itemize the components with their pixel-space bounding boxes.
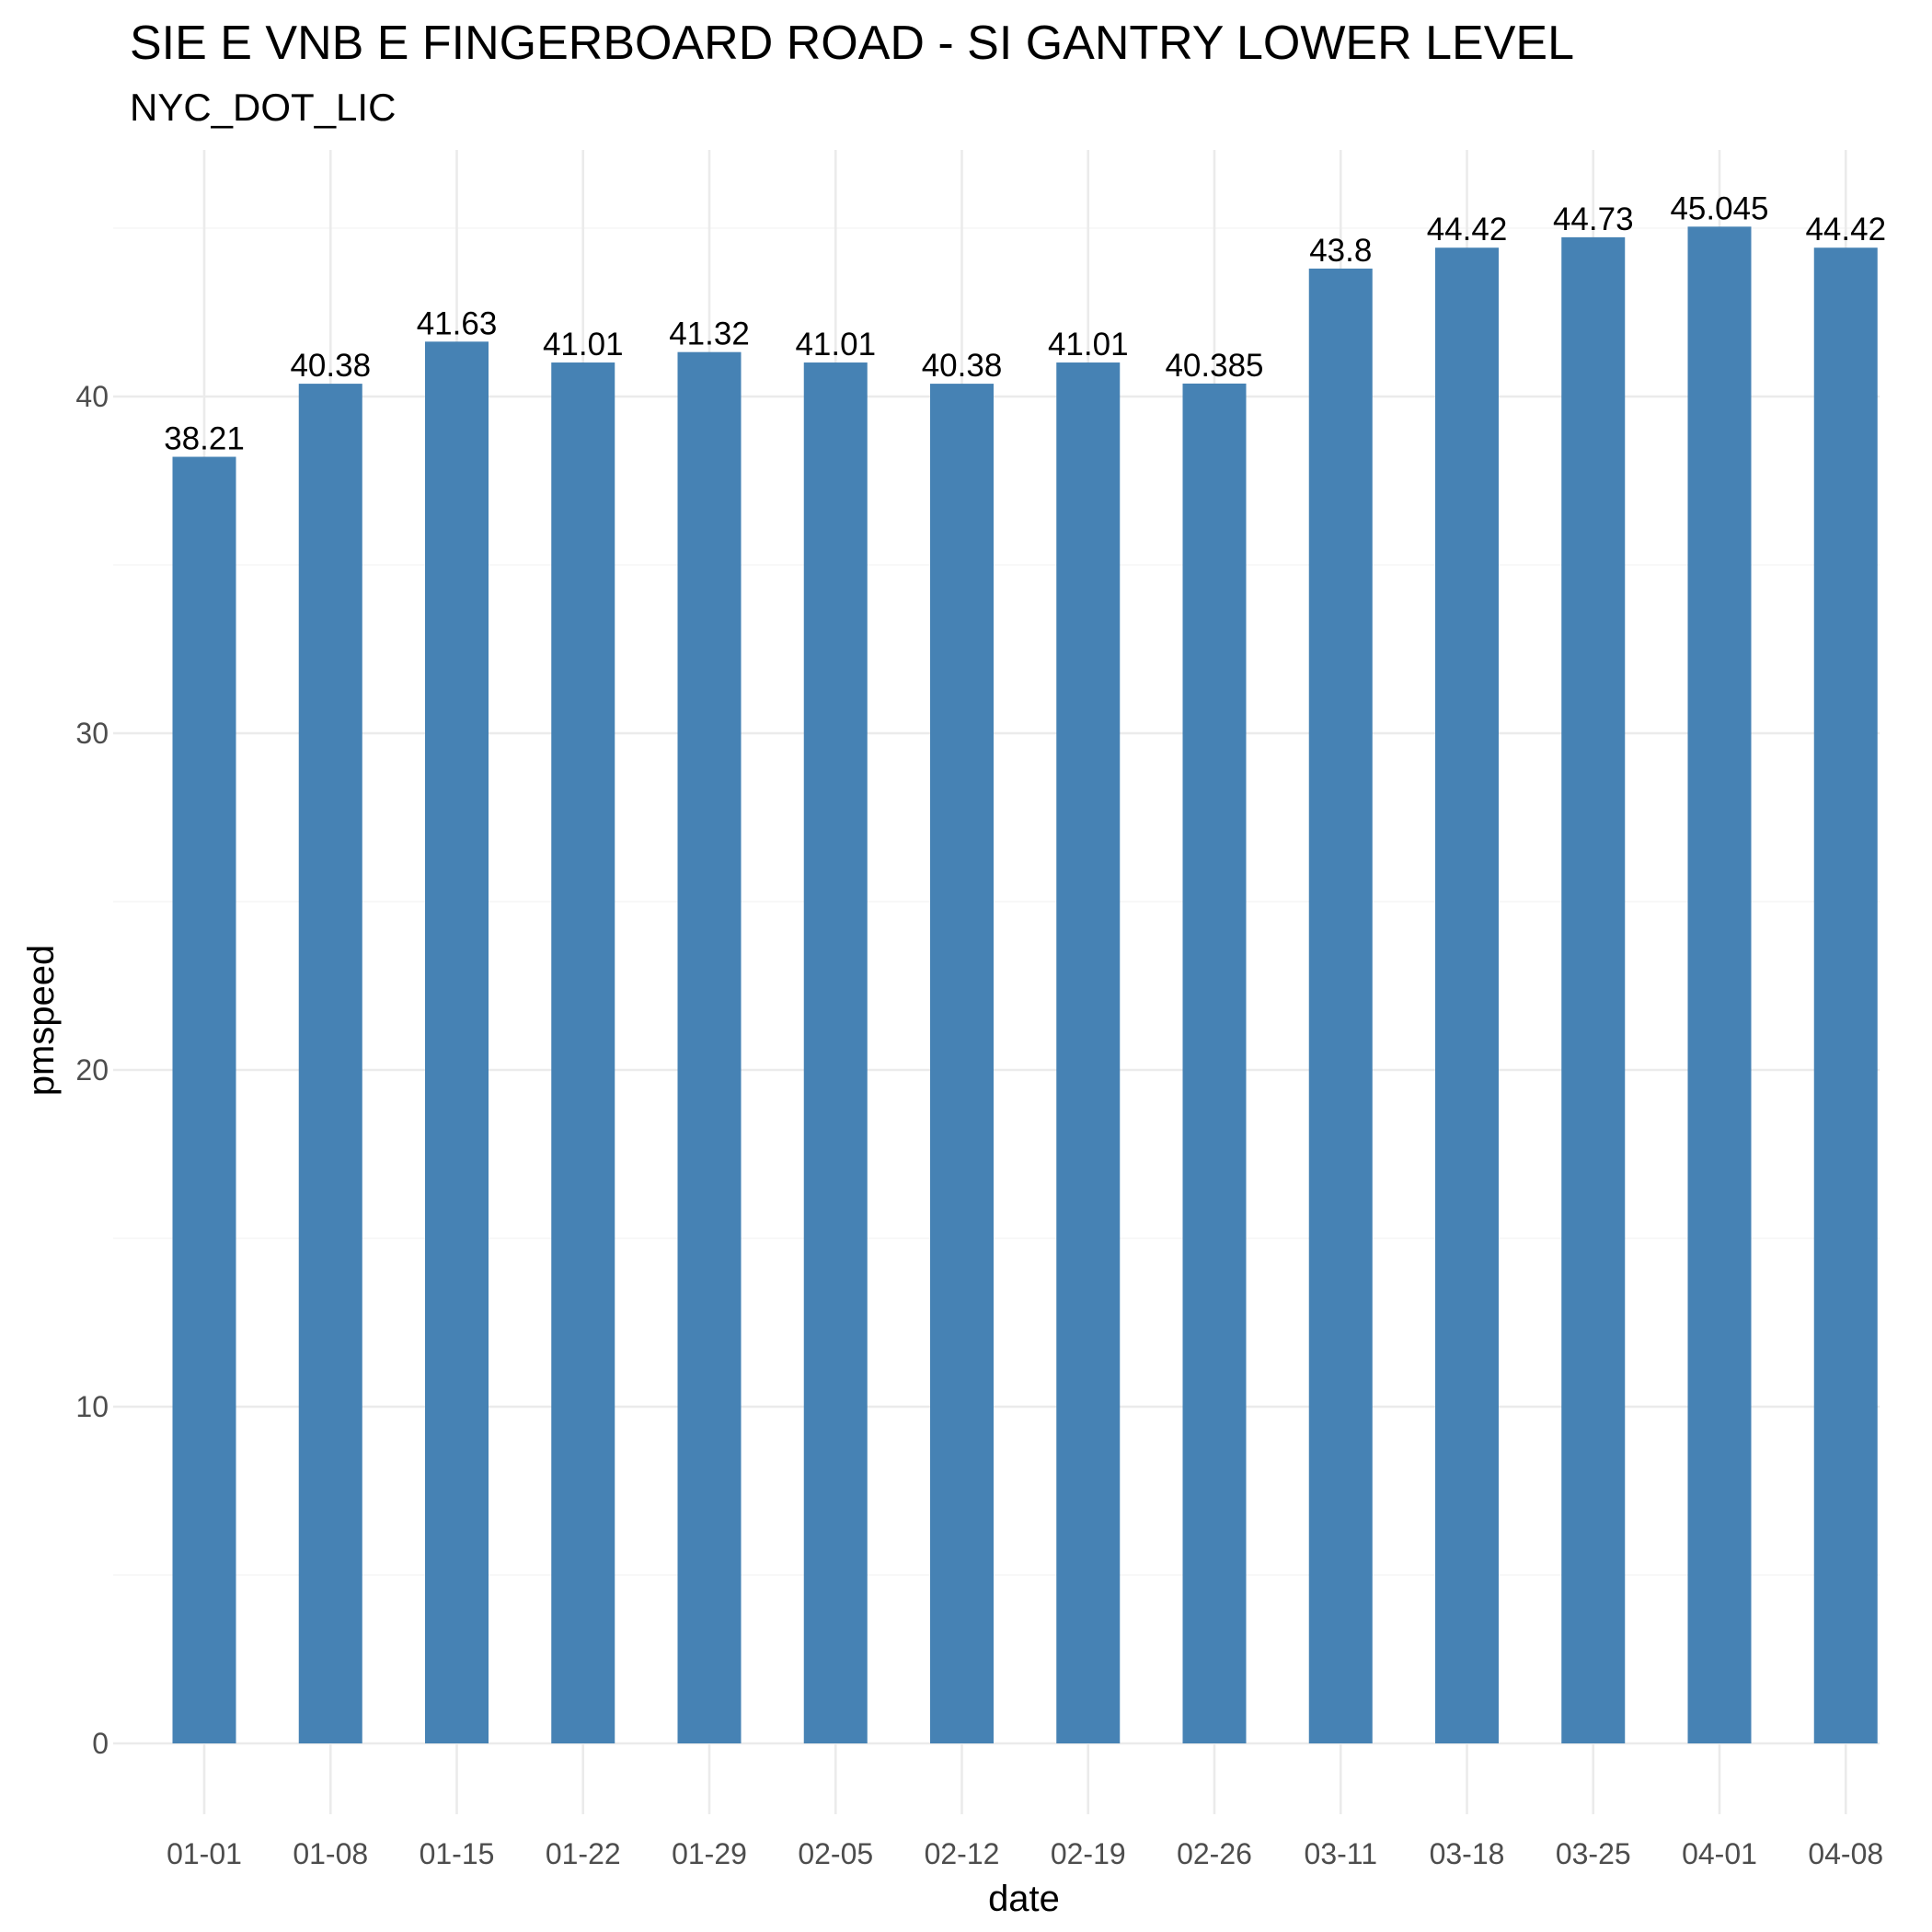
bar	[803, 362, 868, 1744]
bar-value-label: 45.045	[1670, 190, 1768, 226]
bar-value-label: 41.32	[669, 316, 750, 352]
bar	[298, 384, 362, 1743]
bar-value-label: 41.01	[795, 327, 876, 362]
bar-value-label: 40.385	[1165, 348, 1263, 384]
x-tick-label: 03-25	[1556, 1837, 1631, 1870]
y-ticks: 0 10 20 30 40	[75, 380, 109, 1760]
x-tick-label: 03-18	[1430, 1837, 1505, 1870]
bar-value-label: 40.38	[290, 348, 371, 384]
bar-value-label: 38.21	[164, 421, 245, 457]
bar-value-label: 41.63	[417, 305, 498, 341]
bar	[1561, 236, 1626, 1744]
x-tick-label: 01-29	[672, 1837, 747, 1870]
bar-value-label: 41.01	[1048, 327, 1129, 362]
x-tick-label: 02-05	[798, 1837, 873, 1870]
bar-value-label: 44.73	[1553, 201, 1634, 237]
chart-subtitle: NYC_DOT_LIC	[130, 86, 396, 129]
x-tick-label: 03-11	[1305, 1837, 1377, 1870]
bar-value-label: 44.42	[1427, 212, 1508, 247]
y-tick-label: 40	[75, 380, 109, 413]
bar-value-label: 41.01	[543, 327, 624, 362]
bar	[1056, 362, 1121, 1744]
bar-value-label: 44.42	[1805, 212, 1886, 247]
bar	[551, 362, 615, 1744]
x-tick-label: 04-01	[1682, 1837, 1757, 1870]
bar-value-label: 43.8	[1309, 233, 1372, 269]
x-tick-label: 01-08	[293, 1837, 368, 1870]
x-tick-label: 01-22	[546, 1837, 621, 1870]
chart-title: SIE E VNB E FINGERBOARD ROAD - SI GANTRY…	[130, 17, 1574, 70]
x-tick-label: 01-15	[420, 1837, 495, 1870]
x-axis-title: date	[988, 1879, 1060, 1919]
x-tick-label: 02-26	[1177, 1837, 1252, 1870]
bar	[1308, 268, 1373, 1743]
bars	[172, 226, 1878, 1744]
y-axis-title: pmspeed	[21, 945, 62, 1097]
bar	[930, 384, 994, 1743]
x-tick-label: 01-01	[167, 1837, 242, 1870]
bar	[1435, 247, 1499, 1743]
bar-value-label: 40.38	[922, 348, 1003, 384]
bar	[1182, 383, 1247, 1744]
bar	[1813, 247, 1878, 1743]
x-tick-label: 04-08	[1808, 1837, 1883, 1870]
y-tick-label: 0	[92, 1727, 109, 1760]
bar	[172, 456, 236, 1743]
x-tick-label: 02-12	[925, 1837, 1000, 1870]
bar	[425, 341, 489, 1743]
x-tick-label: 02-19	[1051, 1837, 1126, 1870]
y-tick-label: 10	[75, 1390, 109, 1423]
bar	[677, 351, 742, 1743]
y-tick-label: 30	[75, 717, 109, 750]
y-tick-label: 20	[75, 1053, 109, 1087]
x-ticks: 01-01 01-08 01-15 01-22 01-29 02-05 02-12 02-19…	[167, 1837, 1883, 1870]
bar	[1687, 226, 1752, 1743]
bar-labels: 38.21 40.38 41.63 41.01 41.32 41.01 40.38 41.01…	[164, 190, 1886, 456]
